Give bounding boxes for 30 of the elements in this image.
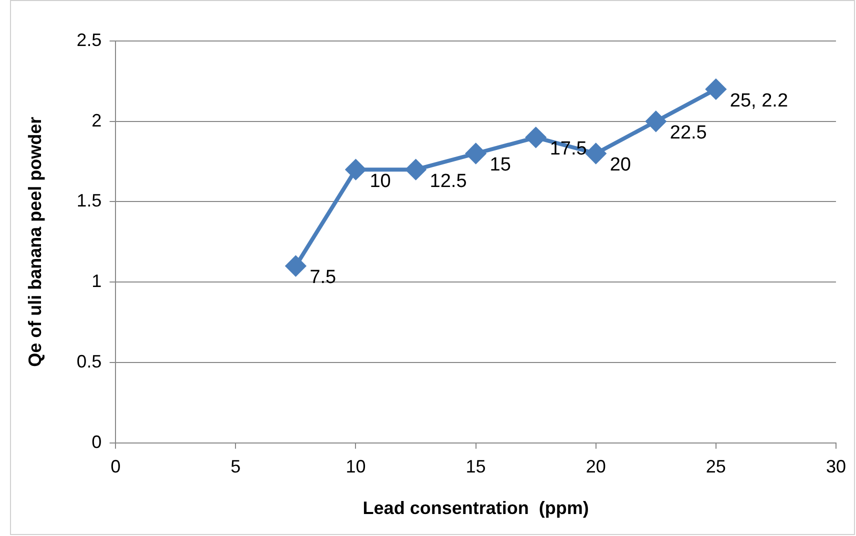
annotation: 20 xyxy=(610,154,632,176)
point xyxy=(406,160,426,180)
x-tick-label: 15 xyxy=(466,456,486,477)
y-tick-label: 0.5 xyxy=(76,351,102,372)
point xyxy=(466,144,486,164)
annotation: 12.5 xyxy=(430,170,467,192)
annotation: 25, 2.2 xyxy=(730,90,788,112)
x-axis-title: Lead consentration (ppm) xyxy=(362,498,589,518)
y-axis-title: Qe of uli banana peel powder xyxy=(24,116,45,367)
point xyxy=(586,144,606,164)
x-tick-label: 20 xyxy=(586,456,606,477)
point xyxy=(706,79,726,100)
annotation: 22.5 xyxy=(670,122,707,144)
x-tick-label: 30 xyxy=(826,456,846,477)
y-tick-label: 0 xyxy=(92,432,102,452)
x-tick-label: 0 xyxy=(110,456,121,477)
x-tick-label: 25 xyxy=(706,456,726,477)
point xyxy=(346,160,366,180)
y-tick-label: 2 xyxy=(92,110,102,130)
point xyxy=(526,127,546,148)
annotation: 10 xyxy=(370,170,391,192)
annotation: 7.5 xyxy=(310,267,336,288)
annotation: 15 xyxy=(490,154,511,176)
x-tick-label: 5 xyxy=(230,456,241,477)
y-tick-label: 1.5 xyxy=(76,190,102,211)
point xyxy=(286,256,306,276)
point xyxy=(646,111,666,132)
x-tick-label: 10 xyxy=(346,456,366,477)
y-tick-label: 1 xyxy=(92,271,102,292)
y-tick-label: 2.5 xyxy=(76,30,102,50)
